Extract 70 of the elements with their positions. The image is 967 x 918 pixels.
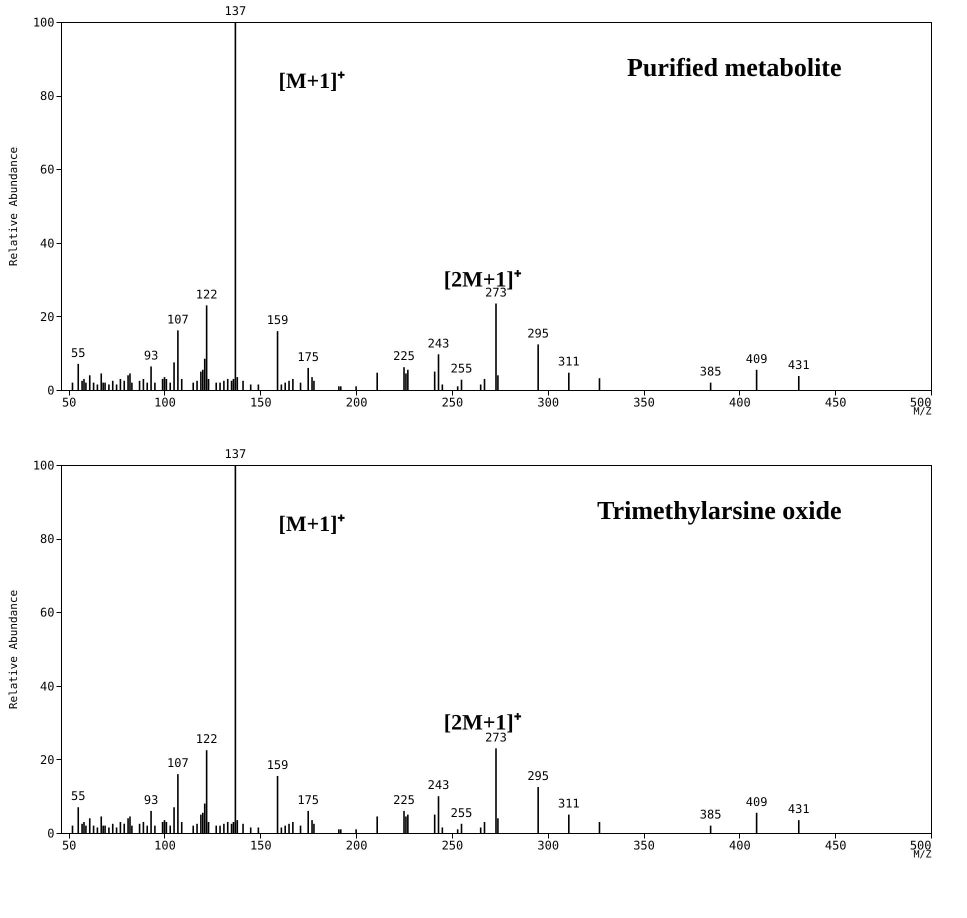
annotation: [M+1]⁺ — [278, 510, 346, 536]
y-axis-title: Relative Abundance — [6, 590, 20, 710]
x-tick-label: 350 — [633, 396, 655, 410]
annotation: 255 — [450, 806, 472, 820]
annotation: 159 — [266, 758, 288, 772]
y-tick-label: 80 — [40, 89, 54, 104]
x-tick-label: 300 — [537, 838, 560, 852]
annotation: 225 — [393, 792, 415, 807]
annotation: 243 — [428, 778, 450, 792]
annotation: 107 — [167, 756, 189, 770]
x-tick-label: 100 — [154, 396, 176, 410]
annotation: 273 — [485, 286, 507, 300]
x-tick-label: 400 — [729, 838, 751, 852]
x-tick-label: 50 — [62, 838, 76, 852]
annotation: 385 — [700, 808, 722, 822]
x-tick-label: 200 — [346, 396, 368, 410]
annotation: 273 — [485, 730, 507, 744]
annotation: 431 — [788, 802, 810, 816]
annotation: 107 — [167, 312, 189, 326]
annotation: 159 — [266, 313, 288, 328]
y-tick-label: 20 — [40, 752, 54, 767]
x-axis-title: M/Z — [913, 850, 932, 860]
y-tick-label: 100 — [32, 16, 54, 30]
text: Purified metabolite — [627, 53, 842, 82]
y-tick-label: 0 — [47, 384, 54, 398]
x-tick-label: 100 — [154, 838, 176, 852]
annotation: 225 — [393, 349, 415, 364]
annotation: 93 — [144, 792, 158, 807]
x-tick-label: 250 — [442, 838, 464, 852]
x-tick-label: 150 — [250, 396, 272, 410]
annotation: 175 — [297, 350, 320, 364]
x-tick-label: 50 — [62, 396, 76, 410]
annotation: 311 — [558, 796, 580, 811]
x-tick-label: 450 — [824, 838, 847, 852]
x-tick-label: 400 — [729, 396, 751, 410]
y-tick-label: 80 — [40, 532, 54, 546]
annotation: 122 — [196, 732, 218, 746]
annotation: 295 — [527, 769, 549, 783]
y-tick-label: 40 — [40, 236, 54, 250]
annotation: 137 — [224, 4, 246, 18]
x-tick-label: 250 — [442, 396, 464, 410]
x-tick-label: 300 — [537, 396, 560, 410]
x-axis-title: M/Z — [913, 406, 932, 418]
x-tick-label: 150 — [250, 838, 272, 852]
annotation: 295 — [527, 326, 549, 340]
annotation: 385 — [700, 364, 722, 379]
annotation: 311 — [558, 354, 580, 369]
annotation: 409 — [746, 352, 768, 366]
y-tick-label: 20 — [40, 310, 54, 324]
annotation: 55 — [71, 789, 86, 804]
annotation: 55 — [71, 346, 86, 360]
annotation: 175 — [297, 792, 320, 807]
annotation: 137 — [224, 447, 246, 461]
x-tick-label: 200 — [346, 838, 368, 852]
annotation: 93 — [144, 348, 158, 362]
annotation: 122 — [196, 287, 218, 302]
text: Trimethylarsine oxide — [597, 496, 842, 525]
y-tick-label: 40 — [40, 679, 54, 694]
x-tick-label: 450 — [824, 396, 847, 410]
annotation: 431 — [788, 358, 810, 372]
annotation: 243 — [428, 336, 450, 350]
annotation: [M+1]⁺ — [278, 68, 346, 93]
annotation: 409 — [746, 794, 768, 809]
y-tick-label: 60 — [40, 162, 54, 177]
y-tick-label: 0 — [47, 826, 54, 840]
y-axis-title: Relative Abundance — [6, 146, 20, 266]
y-tick-label: 60 — [40, 606, 54, 620]
y-tick-label: 100 — [32, 458, 54, 472]
annotation: 255 — [450, 362, 472, 376]
x-tick-label: 350 — [633, 838, 655, 852]
